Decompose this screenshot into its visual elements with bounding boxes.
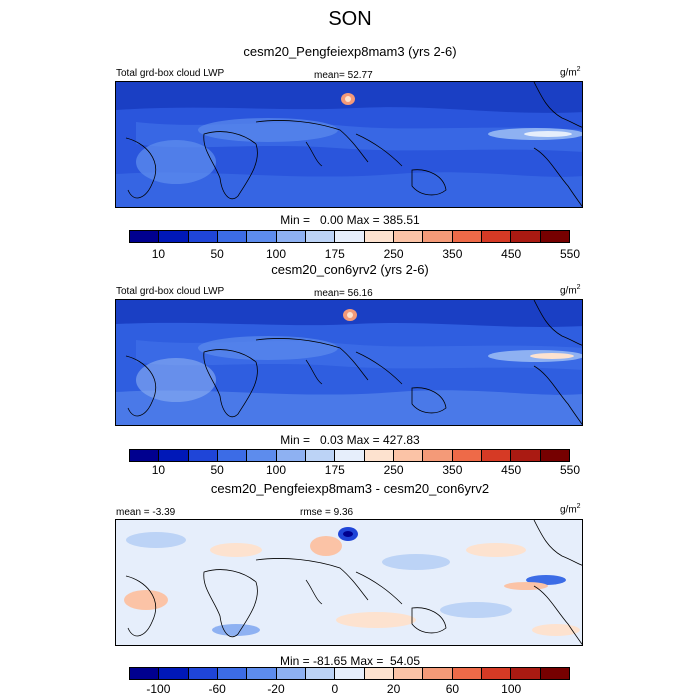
- colorbar-swatch: [511, 231, 541, 242]
- colorbar-tick-label: 20: [386, 682, 401, 696]
- figure-title: SON: [328, 8, 372, 30]
- colorbar-tick-label: 250: [383, 247, 404, 261]
- panel-3-units: g/m2: [560, 503, 581, 516]
- colorbar-swatch: [481, 450, 512, 461]
- colorbar-swatch: [305, 450, 336, 461]
- colorbar-swatch: [393, 450, 424, 461]
- colorbar-swatch: [305, 231, 336, 242]
- colorbar-swatch: [540, 668, 569, 679]
- colorbar-swatch: [364, 231, 394, 242]
- colorbar-swatch: [130, 668, 160, 679]
- colorbar-tick-label: 350: [442, 463, 463, 477]
- panel-2-map: [115, 299, 583, 426]
- panel-3-rmse-label: rmse = 9.36: [300, 507, 354, 518]
- colorbar-tick-label: 550: [559, 463, 581, 477]
- colorbar-swatch: [364, 668, 394, 679]
- colorbar-swatch: [540, 450, 569, 461]
- colorbar-swatch: [159, 231, 189, 242]
- colorbar-swatch: [217, 450, 248, 461]
- colorbar-tick-label: 100: [501, 682, 522, 696]
- colorbar-tick-label: 10: [151, 247, 166, 261]
- panel-1-colorbar-ticks: 10 50 100 175 250 350 450 550: [129, 247, 580, 261]
- panel-3-mean-label: mean = -3.39: [116, 507, 176, 518]
- panel-3-map: [115, 519, 583, 646]
- panel-2-colorbar: [129, 449, 570, 462]
- panel-2-colorbar-ticks: 10 50 100 175 250 350 450 550: [129, 463, 580, 477]
- colorbar-tick-label: 250: [383, 463, 404, 477]
- colorbar-tick-label: -60: [208, 682, 226, 696]
- colorbar-tick-label: 50: [210, 463, 224, 477]
- panel-1-variable-label: Total grd-box cloud LWP: [116, 68, 225, 79]
- colorbar-tick-label: 450: [501, 247, 522, 261]
- colorbar-swatch: [335, 450, 365, 461]
- colorbar-swatch: [452, 450, 482, 461]
- colorbar-swatch: [188, 450, 218, 461]
- colorbar-swatch: [423, 231, 453, 242]
- panel-2-variable-label: Total grd-box cloud LWP: [116, 286, 225, 297]
- colorbar-tick-label: 10: [151, 463, 166, 477]
- colorbar-swatch: [335, 231, 365, 242]
- colorbar-swatch: [540, 231, 569, 242]
- colorbar-tick-label: 550: [559, 247, 581, 261]
- colorbar-tick-label: 0: [331, 682, 339, 696]
- colorbar-tick-label: -20: [267, 682, 285, 696]
- panel-2-title: cesm20_con6yrv2 (yrs 2-6): [271, 262, 429, 277]
- colorbar-tick-label: 50: [210, 247, 224, 261]
- colorbar-swatch: [481, 668, 512, 679]
- colorbar-swatch: [393, 231, 424, 242]
- colorbar-swatch: [423, 450, 453, 461]
- panel-1-map: [115, 81, 583, 208]
- panel-2-mean-label: mean= 56.16: [314, 288, 373, 299]
- panel-3-min-max: Min = -81.65 Max = 54.05: [279, 654, 421, 668]
- colorbar-swatch: [247, 231, 277, 242]
- colorbar-swatch: [305, 668, 336, 679]
- colorbar-swatch: [364, 450, 394, 461]
- colorbar-swatch: [423, 668, 453, 679]
- colorbar-swatch: [452, 668, 482, 679]
- panel-2-units: g/m2: [560, 284, 581, 297]
- colorbar-swatch: [188, 668, 218, 679]
- colorbar-swatch: [159, 450, 189, 461]
- colorbar-tick-label: 100: [265, 463, 286, 477]
- colorbar-swatch: [511, 668, 541, 679]
- colorbar-tick-label: 450: [501, 463, 522, 477]
- colorbar-swatch: [130, 450, 160, 461]
- colorbar-tick-label: -100: [146, 682, 171, 696]
- colorbar-swatch: [159, 668, 189, 679]
- colorbar-tick-label: 100: [265, 247, 286, 261]
- colorbar-swatch: [511, 450, 541, 461]
- colorbar-swatch: [276, 668, 306, 679]
- colorbar-swatch: [130, 231, 160, 242]
- colorbar-swatch: [247, 450, 277, 461]
- colorbar-swatch: [393, 668, 424, 679]
- colorbar-tick-label: 60: [445, 682, 460, 696]
- colorbar-tick-label: 175: [324, 247, 345, 261]
- colorbar-swatch: [452, 231, 482, 242]
- panel-3-colorbar-ticks: -100 -60 -20 0 20 60 100: [129, 682, 570, 696]
- panel-2-min-max: Min = 0.03 Max = 427.83: [280, 433, 420, 447]
- colorbar-swatch: [335, 668, 365, 679]
- panel-3-colorbar: [129, 667, 570, 680]
- panel-1-colorbar: [129, 230, 570, 243]
- panel-1-min-max: Min = 0.00 Max = 385.51: [280, 213, 420, 227]
- colorbar-swatch: [247, 668, 277, 679]
- colorbar-swatch: [188, 231, 218, 242]
- panel-1-title: cesm20_Pengfeiexp8mam3 (yrs 2-6): [243, 44, 457, 59]
- colorbar-swatch: [481, 231, 512, 242]
- panel-3-title: cesm20_Pengfeiexp8mam3 - cesm20_con6yrv2: [210, 481, 490, 496]
- panel-1-units: g/m2: [560, 66, 581, 79]
- colorbar-tick-label: 350: [442, 247, 463, 261]
- colorbar-swatch: [217, 231, 248, 242]
- colorbar-swatch: [217, 668, 248, 679]
- panel-1-mean-label: mean= 52.77: [314, 70, 373, 81]
- colorbar-swatch: [276, 450, 306, 461]
- colorbar-tick-label: 175: [324, 463, 345, 477]
- colorbar-swatch: [276, 231, 306, 242]
